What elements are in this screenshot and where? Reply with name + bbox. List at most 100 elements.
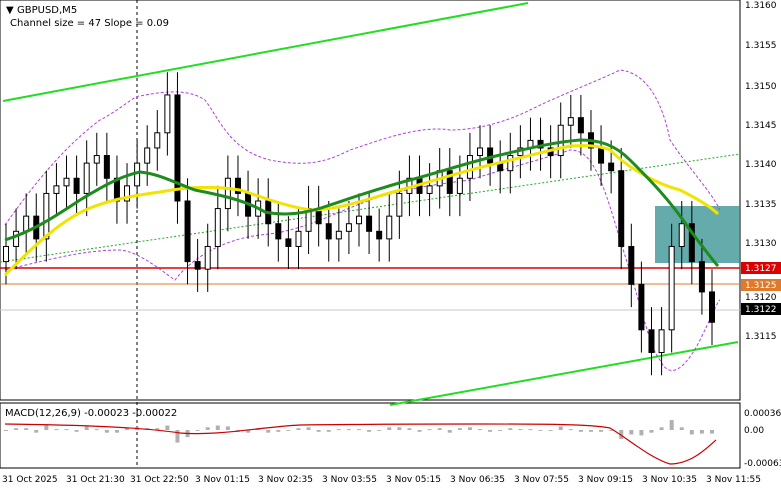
price-tick: 1.3150 — [745, 82, 777, 92]
macd-bar — [498, 430, 503, 431]
candle-body — [698, 261, 705, 293]
price-tick: 1.3115 — [745, 332, 777, 342]
ema-slow-line — [3, 144, 720, 277]
macd-bar — [125, 428, 130, 430]
macd-bar — [417, 430, 422, 432]
macd-bar — [266, 430, 271, 433]
candle-body — [184, 200, 191, 263]
candle-body — [164, 94, 171, 134]
macd-bar — [427, 429, 432, 431]
macd-bar — [508, 428, 513, 430]
macd-bar — [387, 427, 392, 430]
macd-bar — [14, 428, 19, 430]
candle-body — [366, 215, 373, 232]
candle-body — [678, 223, 685, 247]
time-tick: 31 Oct 22:50 — [130, 475, 189, 485]
price-tick: 1.3140 — [745, 160, 777, 170]
candle-body — [3, 245, 9, 263]
macd-bar — [528, 429, 533, 431]
candle-body — [618, 170, 625, 247]
candle-body — [477, 147, 484, 157]
candle-body — [124, 185, 131, 202]
candle-body — [345, 223, 352, 232]
candle-body — [295, 230, 302, 247]
candle-body — [194, 261, 201, 270]
candle-body — [154, 132, 161, 149]
candle-body — [688, 223, 695, 263]
candle-body — [214, 208, 221, 247]
candle-body — [275, 223, 282, 240]
macd-bar — [629, 430, 634, 435]
channel-lower-line — [389, 341, 739, 406]
macd-bar — [34, 430, 39, 433]
macd-bar — [649, 430, 654, 433]
price-tick: 1.3160 — [745, 1, 777, 11]
candle-body — [466, 155, 473, 179]
macd-bar — [397, 427, 402, 430]
macd-bar — [44, 424, 49, 430]
macd-bar — [669, 420, 674, 430]
macd-bar — [367, 430, 372, 432]
macd-bar — [346, 429, 351, 431]
current-price-tag — [741, 303, 781, 315]
macd-bar — [74, 430, 79, 432]
time-axis: 31 Oct 2025 31 Oct 21:30 31 Oct 22:50 3 … — [2, 475, 761, 485]
macd-bar — [710, 430, 714, 434]
candle-body — [376, 230, 383, 240]
time-tick: 3 Nov 02:35 — [258, 475, 313, 485]
candle-body — [224, 177, 231, 210]
macd-bar — [64, 429, 69, 431]
macd-tick: -0.00063 — [744, 459, 781, 469]
time-tick: 3 Nov 10:35 — [642, 475, 697, 485]
macd-bar — [225, 426, 230, 430]
macd-bar — [558, 426, 563, 430]
time-tick: 3 Nov 07:55 — [514, 475, 569, 485]
candle-body — [13, 230, 20, 247]
time-tick: 3 Nov 01:15 — [195, 475, 250, 485]
macd-bar — [94, 429, 99, 431]
candle-body — [93, 155, 100, 164]
resistance-price-label: 1.3127 — [745, 264, 777, 274]
candle-body — [608, 162, 615, 172]
time-tick: 3 Nov 06:35 — [450, 475, 505, 485]
candle-body — [174, 94, 181, 202]
time-tick: 3 Nov 11:55 — [706, 475, 761, 485]
macd-bar — [246, 430, 251, 433]
macd-bar — [104, 430, 109, 433]
macd-bar — [488, 430, 493, 432]
candle-body — [43, 192, 50, 240]
candle-body — [325, 223, 332, 240]
macd-bar — [467, 427, 472, 430]
macd-bar — [4, 430, 8, 431]
macd-bar — [24, 428, 29, 430]
candle-body — [63, 177, 70, 187]
candle-body — [567, 117, 574, 126]
price-tick: 1.3135 — [745, 200, 777, 210]
macd-bar — [679, 427, 684, 430]
candle-body — [396, 192, 403, 217]
price-tick: 1.3130 — [745, 239, 777, 249]
candle-body — [709, 291, 715, 323]
candle-body — [668, 245, 675, 331]
macd-bar — [619, 430, 624, 439]
macd-bar — [588, 430, 593, 432]
candle-body — [446, 170, 453, 194]
macd-label: MACD(12,26,9) -0.00023 -0.00022 — [5, 408, 177, 419]
price-axis: 1.3160 1.3155 1.3150 1.3145 1.3140 1.313… — [741, 1, 781, 342]
macd-bar — [599, 430, 604, 432]
channel-upper-line — [2, 2, 529, 102]
macd-signal-line — [4, 423, 717, 465]
candle-body — [628, 245, 635, 285]
macd-bar — [609, 430, 614, 431]
macd-bar — [578, 430, 583, 432]
macd-bar — [165, 425, 170, 430]
macd-bar — [447, 430, 452, 433]
macd-bar — [568, 429, 573, 431]
channel-info: Channel size = 47 Slope = 0.09 — [10, 18, 169, 29]
price-tick: 1.3145 — [745, 121, 777, 131]
macd-bar — [205, 427, 210, 430]
support-price-label: 1.3125 — [745, 281, 777, 291]
candle-body — [83, 162, 90, 194]
macd-pane[interactable] — [0, 402, 741, 469]
